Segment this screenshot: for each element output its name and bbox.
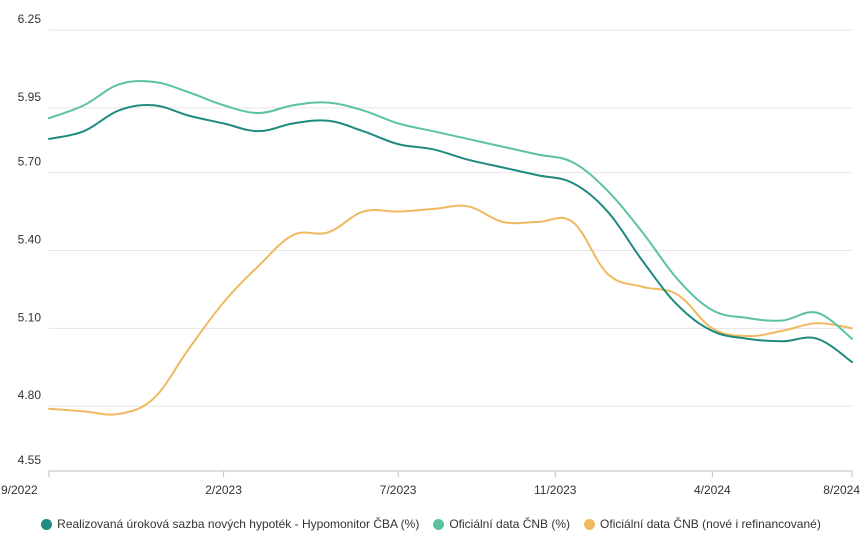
legend-marker-cnb-refinanced [584,518,596,530]
series-line-cnb[interactable] [48,79,853,340]
x-tick-label: 7/2023 [380,483,417,497]
legend-item-hypomonitor[interactable]: Realizovaná úroková sazba nových hypoték… [41,517,419,531]
legend-marker-cnb [433,518,445,530]
y-tick-label: 5.70 [18,155,42,169]
x-tick-label: 11/2023 [534,483,577,497]
y-tick-label: 4.55 [18,453,42,467]
y-tick-label: 5.40 [18,233,42,247]
series-line-cnb-refinanced[interactable] [48,204,853,416]
legend-label-cnb: Oficiální data ČNB (%) [449,517,571,531]
y-tick-label: 5.10 [18,310,42,324]
legend-item-cnb[interactable]: Oficiální data ČNB (%) [433,517,570,531]
legend-item-cnb-refinanced[interactable]: Oficiální data ČNB (nové i refinancované… [584,517,821,531]
x-tick-label: 2/2023 [205,483,242,497]
x-tick-label: 9/2022 [1,483,38,497]
series-line-hypomonitor[interactable] [48,103,853,364]
y-tick-label: 4.80 [18,388,42,402]
x-tick-label: 8/2024 [823,483,860,497]
y-tick-label: 5.95 [18,90,42,104]
grid-lines [49,29,852,407]
series-lines [48,79,853,416]
legend: Realizovaná úroková sazba nových hypoték… [0,514,862,534]
axes: 4.55 4.80 5.10 5.40 5.70 5.95 6.25 9/2022 2/2023… [1,12,860,497]
y-tick-label: 6.25 [18,12,42,26]
legend-label-hypomonitor: Realizovaná úroková sazba nových hypoték… [57,517,420,531]
legend-marker-hypomonitor [41,518,53,530]
x-tick-label: 4/2024 [694,483,731,497]
legend-label-cnb-refinanced: Oficiální data ČNB (nové i refinancované… [600,517,821,531]
